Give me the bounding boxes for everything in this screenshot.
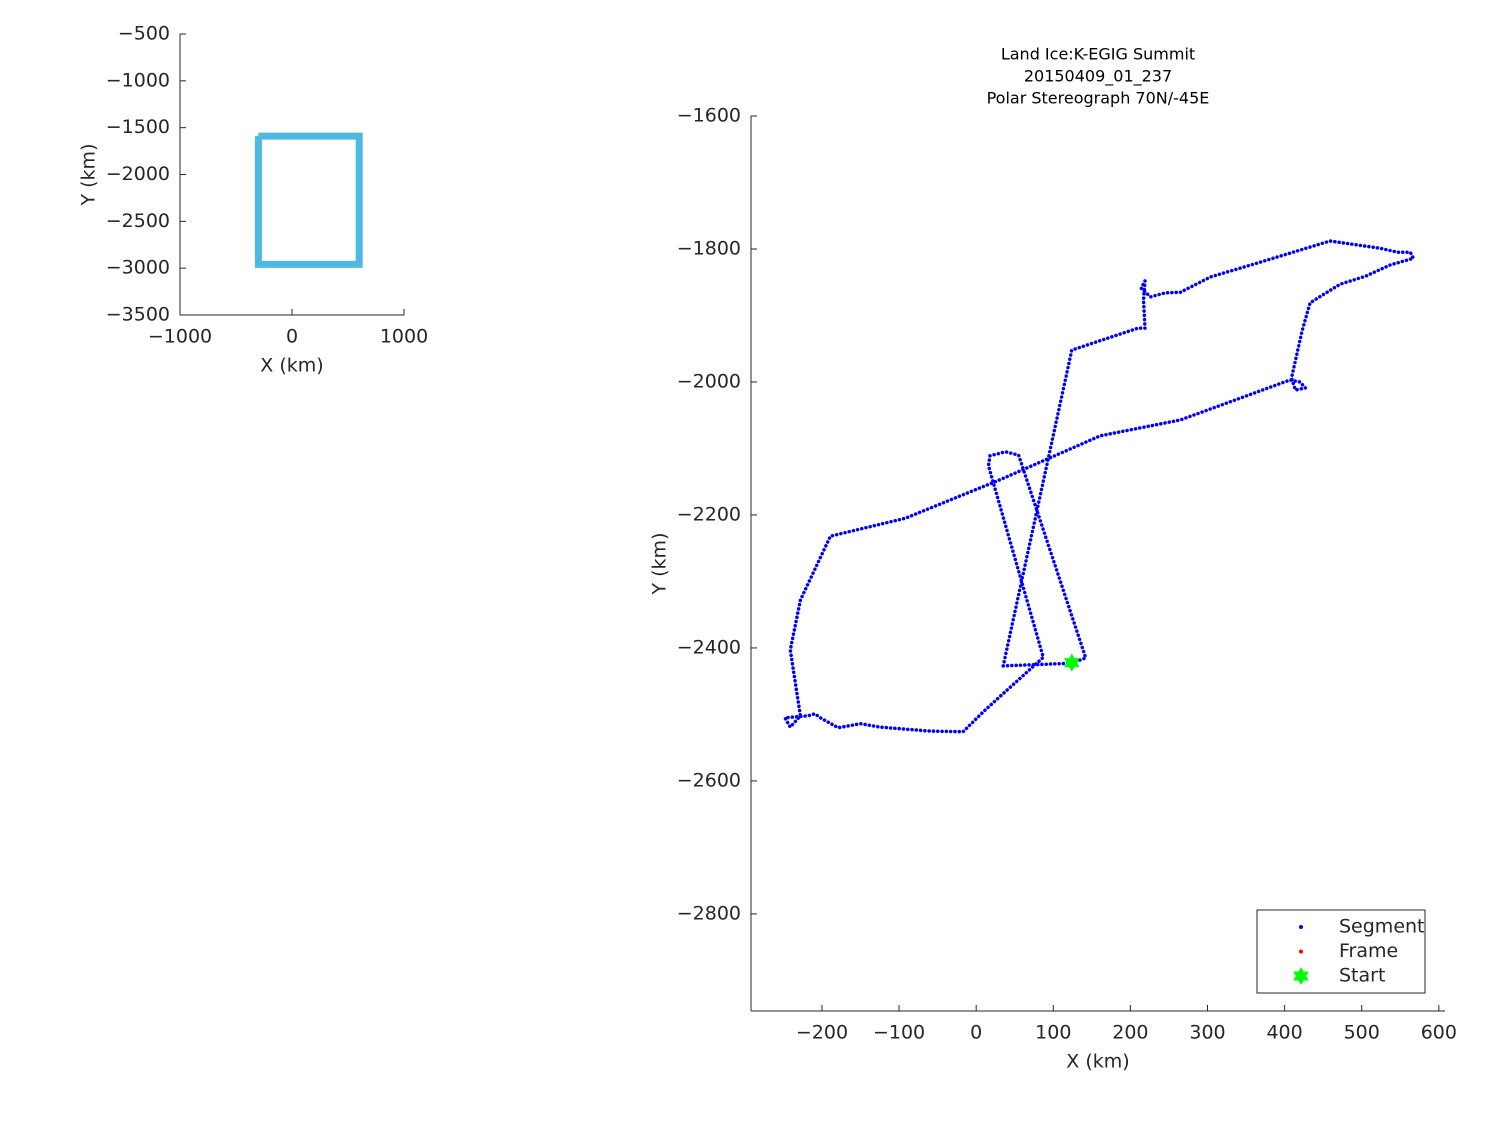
- x-tick-label: 1000: [380, 326, 428, 348]
- legend-symbol: [1299, 925, 1303, 929]
- x-tick-label: 0: [286, 326, 298, 348]
- legend-label: Start: [1339, 965, 1385, 987]
- chart-title: 20150409_01_237: [1024, 67, 1172, 87]
- flight-outline: [254, 132, 363, 268]
- x-tick-label: 500: [1344, 1022, 1380, 1044]
- y-tick-label: −1800: [677, 237, 741, 259]
- segment-track: [782, 239, 1416, 734]
- legend-symbol: [1299, 949, 1303, 954]
- legend-label: Frame: [1339, 940, 1398, 962]
- legend-box: [1256, 909, 1426, 994]
- x-tick-label: −200: [796, 1022, 848, 1044]
- y-tick-label: −1000: [106, 69, 170, 91]
- y-tick-label: −2000: [106, 163, 170, 185]
- legend-symbol: [1293, 967, 1309, 985]
- y-tick-label: −2800: [677, 902, 741, 924]
- legend-label: Segment: [1339, 916, 1425, 938]
- start-marker: [1064, 653, 1080, 672]
- y-tick-label: −1600: [677, 105, 741, 127]
- x-tick-label: 400: [1266, 1022, 1302, 1044]
- y-tick-label: −1500: [106, 116, 170, 138]
- x-tick-label: 300: [1189, 1022, 1225, 1044]
- y-axis-label: Y (km): [78, 144, 100, 207]
- y-tick-label: −3500: [106, 304, 170, 326]
- y-tick-label: −2200: [677, 503, 741, 525]
- y-axis-label: Y (km): [649, 533, 671, 596]
- x-tick-label: −100: [873, 1022, 925, 1044]
- x-axis-label: X (km): [260, 355, 323, 377]
- chart-title: Land Ice:K-EGIG Summit: [1001, 45, 1195, 64]
- y-tick-label: −3000: [106, 257, 170, 279]
- chart-title: Polar Stereograph 70N/-45E: [987, 89, 1210, 108]
- x-tick-label: −1000: [148, 326, 212, 348]
- x-tick-label: 200: [1112, 1022, 1148, 1044]
- y-tick-label: −2600: [677, 769, 741, 791]
- x-tick-label: 600: [1421, 1022, 1457, 1044]
- y-tick-label: −2500: [106, 210, 170, 232]
- y-tick-label: −2400: [677, 636, 741, 658]
- y-tick-label: −2000: [677, 370, 741, 392]
- x-tick-label: 100: [1035, 1022, 1071, 1044]
- x-axis-label: X (km): [1066, 1051, 1129, 1073]
- x-tick-label: 0: [970, 1022, 982, 1044]
- y-tick-label: −500: [118, 23, 170, 45]
